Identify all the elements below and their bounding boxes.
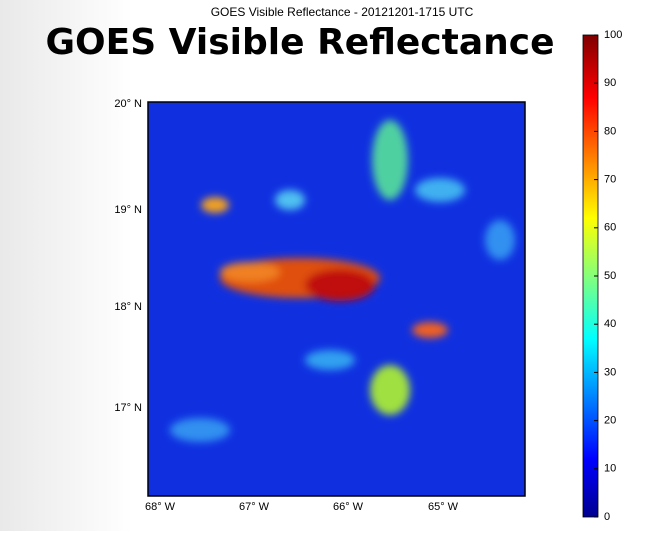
- colorbar-tick-label: 40: [604, 318, 616, 330]
- lat-label: 19° N: [114, 204, 142, 216]
- lat-label: 20° N: [114, 98, 142, 110]
- colorbar-tick-label: 90: [604, 77, 616, 89]
- colorbar-tick-label: 60: [604, 222, 616, 234]
- lon-label: 68° W: [145, 501, 176, 513]
- colorbar-tick-label: 70: [604, 174, 616, 186]
- subtitle: GOES Visible Reflectance - 20121201-1715…: [211, 5, 474, 19]
- lon-label: 67° W: [239, 501, 270, 513]
- lon-label: 66° W: [333, 501, 364, 513]
- colorbar-tick-label: 30: [604, 366, 616, 378]
- slide: GOES Visible Reflectance - 20121201-1715…: [0, 0, 664, 531]
- figure: GOES Visible Reflectance - 20121201-1715…: [0, 0, 664, 531]
- lon-label: 65° W: [428, 501, 459, 513]
- reflectance-map: [148, 102, 525, 496]
- colorbar-tick-label: 50: [604, 270, 616, 282]
- colorbar-tick-label: 80: [604, 125, 616, 137]
- lat-label: 18° N: [114, 301, 142, 313]
- colorbar-tick-label: 100: [604, 29, 622, 41]
- lat-label: 17° N: [114, 402, 142, 414]
- colorbar-tick-label: 10: [604, 463, 616, 475]
- colorbar-tick-label: 0: [604, 511, 610, 523]
- title: GOES Visible Reflectance: [45, 22, 554, 63]
- colorbar-tick-label: 20: [604, 415, 616, 427]
